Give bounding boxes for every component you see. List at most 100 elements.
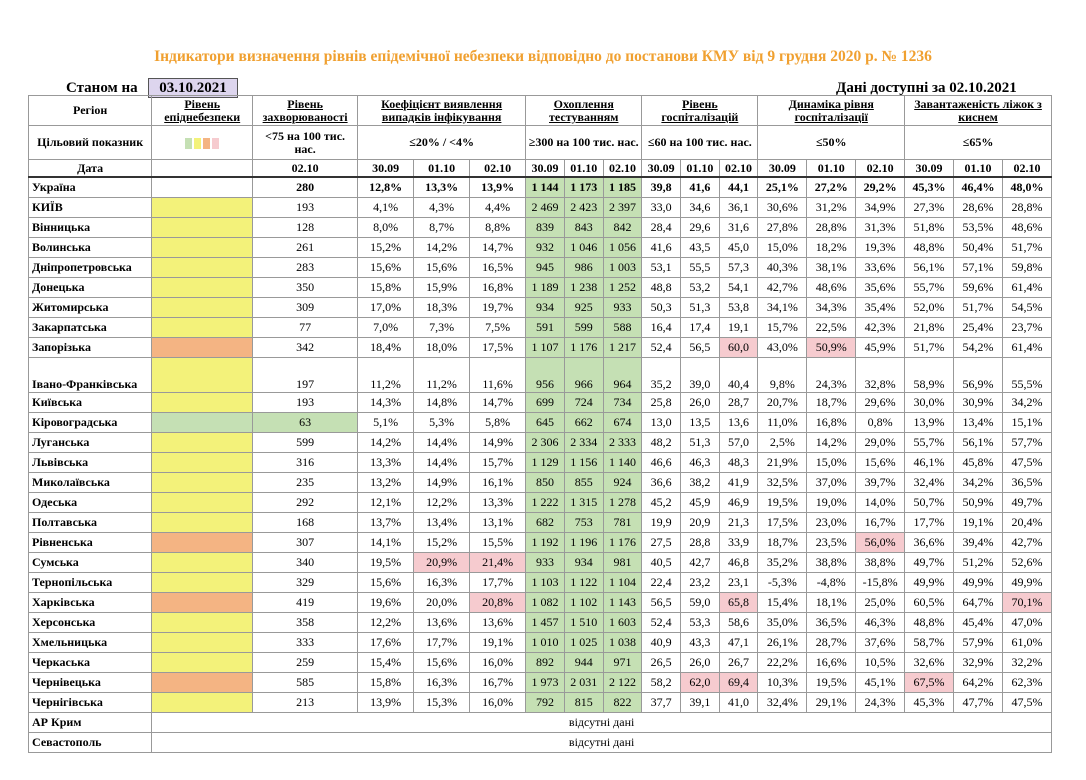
table-row: Рівненська 307 14,1% 15,2% 15,5% 1 192 1 196 1 … <box>27 532 1053 553</box>
beds-value: 55,7% <box>904 432 954 453</box>
hospitalization-value: 46,8 <box>718 552 759 573</box>
testing-value: 855 <box>563 472 604 493</box>
target-hospitalization: ≤60 на 100 тис. нас. <box>641 125 759 160</box>
testing-value: 734 <box>602 392 643 413</box>
hospitalization-value: 53,1 <box>641 257 681 278</box>
region-name: Дніпропетровська <box>27 257 153 278</box>
table-row: Волинська 261 15,2% 14,2% 14,7% 932 1 046 1 056… <box>27 237 1053 258</box>
testing-value: 892 <box>525 652 565 673</box>
dynamics-value: 27,8% <box>757 217 808 238</box>
testing-value: 822 <box>602 692 643 713</box>
testing-value: 1 107 <box>525 337 565 358</box>
danger-level-cell <box>151 197 254 218</box>
region-name: Одеська <box>27 492 153 513</box>
testing-value: 1 038 <box>602 632 643 653</box>
dynamics-value: -5,3% <box>757 572 808 593</box>
hospitalization-value: 53,8 <box>718 297 759 318</box>
hospitalization-value: 16,4 <box>641 317 681 338</box>
beds-value: 58,9% <box>904 357 954 393</box>
detection-value: 16,0% <box>469 652 527 673</box>
detection-value: 8,0% <box>357 217 415 238</box>
danger-level-cell <box>151 176 254 198</box>
hospitalization-value: 34,6 <box>680 197 720 218</box>
testing-value: 662 <box>563 412 604 433</box>
dynamics-value: 21,9% <box>757 452 808 473</box>
swatch-green <box>185 137 193 149</box>
dynamics-value: 28,7% <box>806 632 857 653</box>
beds-value: 13,9% <box>904 412 954 433</box>
beds-value: 36,6% <box>904 532 954 553</box>
header-morbidity: Рівень захворюваності <box>252 95 359 126</box>
beds-value: 64,2% <box>953 672 1003 693</box>
region-name: Черкаська <box>27 652 153 673</box>
detection-value: 14,7% <box>469 237 527 258</box>
detection-value: 19,5% <box>357 552 415 573</box>
hospitalization-value: 13,0 <box>641 412 681 433</box>
dynamics-value: 10,5% <box>855 652 906 673</box>
region-name: Луганська <box>27 432 153 453</box>
dynamics-value: 32,5% <box>757 472 808 493</box>
detection-value: 17,5% <box>469 337 527 358</box>
detection-value: 17,6% <box>357 632 415 653</box>
detection-value: 12,2% <box>357 612 415 633</box>
morbidity-value: 309 <box>252 297 359 318</box>
dynamics-value: 25,1% <box>757 176 808 198</box>
dynamics-value: 15,6% <box>855 452 906 473</box>
morbidity-value: 599 <box>252 432 359 453</box>
hospitalization-value: 56,5 <box>680 337 720 358</box>
dynamics-value: 18,2% <box>806 237 857 258</box>
table-row: Закарпатська 77 7,0% 7,3% 7,5% 591 599 588 16,4 1… <box>27 317 1053 338</box>
danger-level-cell <box>151 432 254 453</box>
detection-value: 5,3% <box>413 412 471 433</box>
table-row: Донецька 350 15,8% 15,9% 16,8% 1 189 1 238 1 25… <box>27 277 1053 298</box>
beds-value: 32,9% <box>953 652 1003 673</box>
dynamics-value: 35,0% <box>757 612 808 633</box>
testing-value: 966 <box>563 357 604 393</box>
swatch-orange <box>203 137 211 149</box>
hospitalization-value: 42,7 <box>680 552 720 573</box>
hospitalization-value: 40,4 <box>718 357 759 393</box>
hospitalization-value: 45,0 <box>718 237 759 258</box>
dynamics-value: 16,8% <box>806 412 857 433</box>
detection-value: 14,2% <box>357 432 415 453</box>
dynamics-value: 23,5% <box>806 532 857 553</box>
detection-value: 7,5% <box>469 317 527 338</box>
detection-value: 18,3% <box>413 297 471 318</box>
target-label: Цільовий показник <box>27 125 153 160</box>
detection-value: 14,4% <box>413 452 471 473</box>
beds-value: 46,4% <box>953 176 1003 198</box>
page-title: Індикатори визначення рівнів епідемічної… <box>154 48 932 65</box>
detection-value: 13,1% <box>469 512 527 533</box>
danger-level-cell <box>151 632 254 653</box>
morbidity-value: 333 <box>252 632 359 653</box>
testing-value: 815 <box>563 692 604 713</box>
morbidity-value: 259 <box>252 652 359 673</box>
data-available-label: Дані доступні за 02.10.2021 <box>836 80 1017 96</box>
dynamics-value: 35,6% <box>855 277 906 298</box>
danger-level-cell <box>151 672 254 693</box>
region-name: АР Крим <box>27 712 153 733</box>
table-row: Львівська 316 13,3% 14,4% 15,7% 1 129 1 156 1 1… <box>27 452 1053 473</box>
region-name: Івано-Франківська <box>27 357 153 393</box>
beds-value: 61,0% <box>1001 632 1053 653</box>
table-row: Луганська 599 14,2% 14,4% 14,9% 2 306 2 334 2 3… <box>27 432 1053 453</box>
testing-value: 1 192 <box>525 532 565 553</box>
region-name: Рівненська <box>27 532 153 553</box>
testing-value: 1 003 <box>602 257 643 278</box>
beds-value: 54,2% <box>953 337 1003 358</box>
table-row-no-data: АР Крим відсутні дані <box>27 712 1052 733</box>
morbidity-value: 292 <box>252 492 359 513</box>
table-row-no-data: Севастополь відсутні дані <box>27 732 1052 753</box>
morbidity-value: 316 <box>252 452 359 473</box>
detection-value: 7,3% <box>413 317 471 338</box>
target-dynamics: ≤50% <box>757 125 906 160</box>
hospitalization-value: 13,6 <box>718 412 759 433</box>
beds-value: 53,5% <box>953 217 1003 238</box>
beds-value: 45,3% <box>904 692 954 713</box>
hospitalization-value: 40,5 <box>641 552 681 573</box>
beds-value: 70,1% <box>1001 592 1053 613</box>
morbidity-value: 329 <box>252 572 359 593</box>
hospitalization-value: 51,3 <box>680 297 720 318</box>
region-name: Полтавська <box>27 512 153 533</box>
table-row: Миколаївська 235 13,2% 14,9% 16,1% 850 855 924 3… <box>27 472 1053 493</box>
